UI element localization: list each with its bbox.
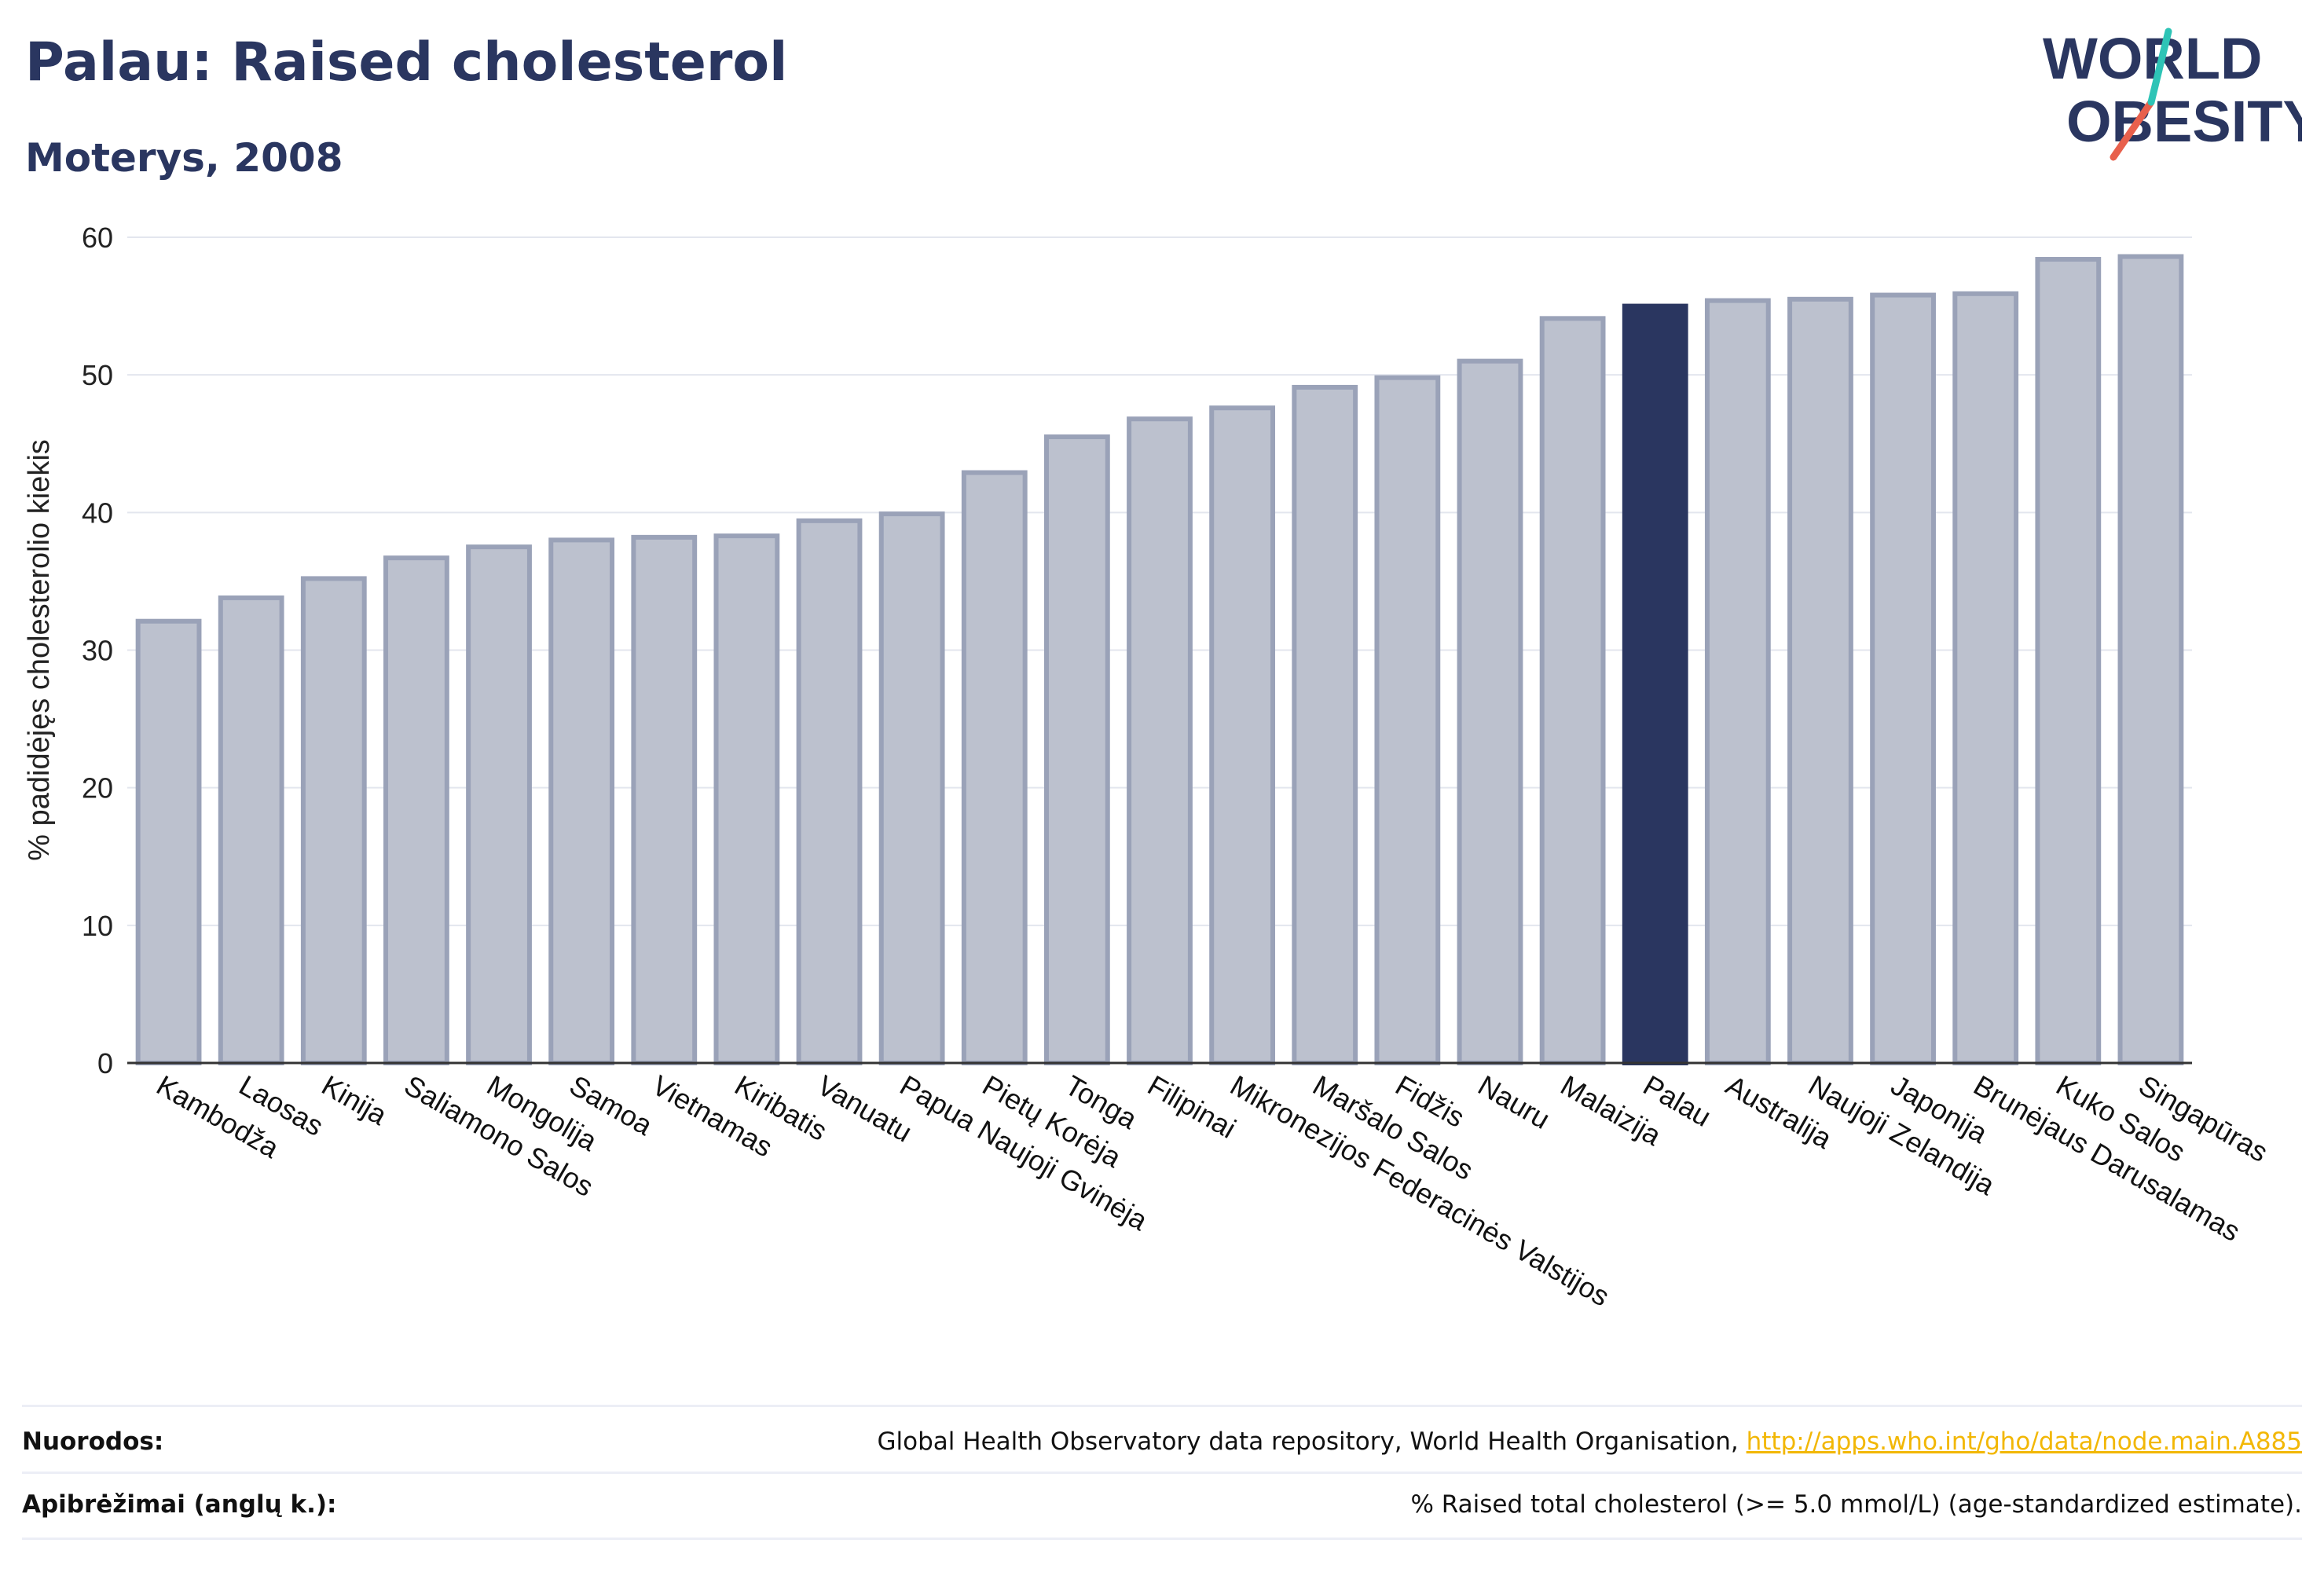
references-label: Nuorodos: <box>22 1428 164 1456</box>
logo-line2: OBESITY <box>2066 89 2302 154</box>
x-tick-label: Kinija <box>317 1068 394 1131</box>
bar-samoa[interactable] <box>548 537 615 1065</box>
y-axis-label: % padidėjęs cholesterolio kiekis <box>23 439 56 861</box>
definitions-row: Apibrėžimai (anglų k.): % Raised total c… <box>22 1473 2302 1536</box>
y-tick-label: 30 <box>82 635 113 667</box>
logo-slash-top-icon <box>2147 27 2172 106</box>
definitions-value: % Raised total cholesterol (>= 5.0 mmol/… <box>1410 1490 2302 1519</box>
bar-nauru[interactable] <box>1457 358 1523 1065</box>
x-tick-label: Nauru <box>1472 1068 1555 1135</box>
bar-brun-jaus-darusalamas[interactable] <box>1952 291 2019 1065</box>
bar-tonga[interactable] <box>1043 434 1110 1065</box>
x-tick-label: Vanuatu <box>812 1068 918 1148</box>
bar-kiribatis[interactable] <box>713 533 780 1065</box>
bar-filipinai[interactable] <box>1127 416 1193 1065</box>
x-tick-label: Filipinai <box>1142 1068 1241 1145</box>
bar-fid-is[interactable] <box>1374 375 1441 1066</box>
chart-subtitle: Moterys, 2008 <box>25 135 343 181</box>
footer-divider-top <box>22 1405 2302 1407</box>
chart-title: Palau: Raised cholesterol <box>25 31 788 93</box>
bar-malaizija[interactable] <box>1539 316 1606 1065</box>
bar-vanuatu[interactable] <box>796 518 863 1065</box>
world-obesity-logo: WORLD OBESITY <box>2043 26 2302 161</box>
footer-divider-bottom <box>22 1538 2302 1540</box>
bar-mikronezijos-federacin-s-valstijos[interactable] <box>1209 405 1276 1065</box>
bars <box>135 254 2184 1066</box>
bar-palau[interactable] <box>1622 303 1688 1066</box>
y-tick-label: 20 <box>82 772 113 804</box>
logo-slash-icon <box>2110 98 2155 161</box>
y-tick-label: 0 <box>97 1047 113 1079</box>
bar-naujoji-zelandija[interactable] <box>1787 296 1853 1065</box>
bar-piet-kor-ja[interactable] <box>961 470 1028 1065</box>
logo-line1: WORLD <box>2043 26 2263 91</box>
bar-papua-naujoji-gvin-ja[interactable] <box>878 511 945 1065</box>
bar-japonija[interactable] <box>1870 292 1936 1065</box>
definitions-label: Apibrėžimai (anglų k.): <box>22 1490 337 1519</box>
bar-laosas[interactable] <box>218 595 284 1065</box>
y-tick-label: 10 <box>82 910 113 942</box>
references-row: Nuorodos: Global Health Observatory data… <box>22 1410 2302 1473</box>
bar-kuko-salos[interactable] <box>2035 257 2102 1065</box>
bar-australija[interactable] <box>1704 298 1771 1065</box>
bar-vietnamas[interactable] <box>631 534 698 1065</box>
y-tick-label: 40 <box>82 497 113 529</box>
bar-kambod-a[interactable] <box>135 618 202 1065</box>
y-tick-label: 50 <box>82 359 113 391</box>
bar-mar-alo-salos[interactable] <box>1292 384 1358 1066</box>
bar-singap-ras[interactable] <box>2117 254 2184 1066</box>
y-tick-label: 60 <box>82 222 113 254</box>
references-value: Global Health Observatory data repositor… <box>878 1428 2302 1456</box>
footer-divider-middle <box>22 1472 2302 1474</box>
references-link[interactable]: http://apps.who.int/gho/data/node.main.A… <box>1746 1428 2302 1456</box>
y-axis-ticks: 0 10 20 30 40 50 60 <box>82 222 113 1079</box>
bar-kinija[interactable] <box>300 576 367 1065</box>
references-text: Global Health Observatory data repositor… <box>877 1428 1747 1456</box>
bar-saliamono-salos[interactable] <box>383 555 449 1065</box>
bar-mongolija[interactable] <box>466 544 532 1065</box>
